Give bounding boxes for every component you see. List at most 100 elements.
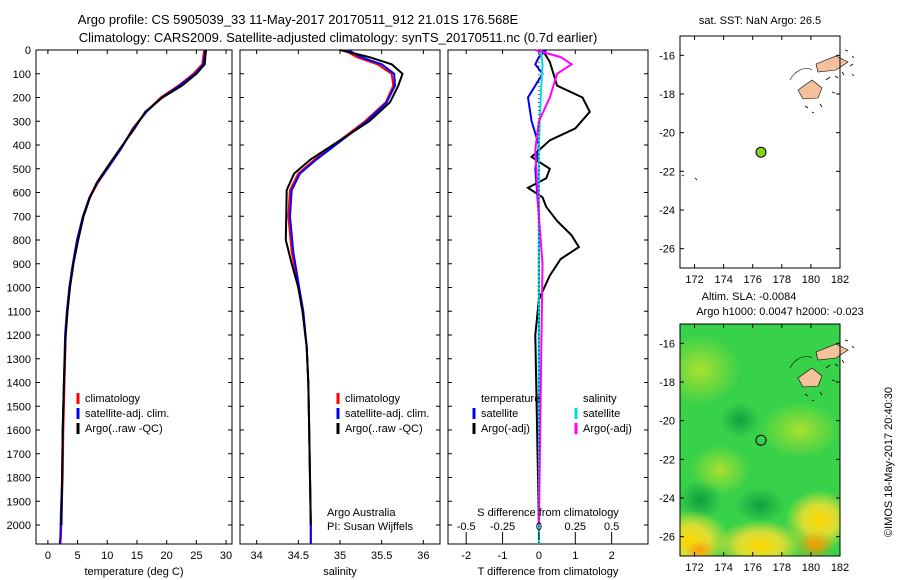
x-tick-label: 1 (572, 550, 578, 562)
fiji-islands-map1 (681, 49, 855, 181)
x-tick-label: 10 (101, 550, 113, 562)
map2-subtitle: Argo h1000: 0.0047 h2000: -0.023 (696, 306, 864, 318)
top-tick-label: 0.25 (565, 521, 586, 533)
y-tick-label: -20 (659, 416, 675, 428)
series-line-1 (526, 49, 591, 526)
x-tick-label: 15 (131, 550, 143, 562)
legend-entry: salinity (583, 393, 617, 405)
x-tick-label: 178 (773, 274, 791, 286)
legend-entry: satellite-adj. clim. (345, 408, 429, 420)
y-tick-label: -16 (659, 338, 675, 350)
x-tick-label: 36 (417, 550, 429, 562)
x-tick-label: 178 (773, 562, 791, 574)
x-tick-label: 0 (45, 550, 51, 562)
y-tick-label: -18 (659, 377, 675, 389)
y-tick-label: 1900 (7, 496, 31, 508)
x-tick-label: 34.5 (288, 550, 309, 562)
legend-entry: temperature (481, 393, 540, 405)
legend-entry: climatology (345, 393, 401, 405)
top-tick-label: 0.5 (604, 521, 619, 533)
y-tick-label: -24 (659, 205, 675, 217)
figure-title-line1: Argo profile: CS 5905039_33 11-May-2017 … (78, 12, 519, 27)
profile-panel-0: 0 5 10 15 20 25 30 temperature (deg C) 0 100 200 30… (7, 45, 233, 578)
x-tick-label: 174 (714, 562, 732, 574)
y-tick-label: -24 (659, 493, 675, 505)
y-tick-label: -16 (659, 50, 675, 62)
x-tick-label: 174 (714, 274, 732, 286)
series-line-0 (287, 49, 395, 544)
y-tick-label: -26 (659, 244, 675, 256)
y-tick-label: -22 (659, 166, 675, 178)
y-tick-label: 400 (13, 140, 31, 152)
map-frame (679, 35, 841, 269)
y-tick-label: 1300 (7, 354, 31, 366)
legend-entry: satellite (583, 408, 620, 420)
x-tick-label: 180 (802, 274, 820, 286)
series-line-1 (288, 49, 397, 544)
legend-entry: Argo(..raw -QC) (85, 423, 163, 435)
x-axis-label: T difference from climatology (478, 566, 619, 578)
legend-entry: Argo(-adj) (583, 423, 632, 435)
x-tick-label: 172 (685, 562, 703, 574)
top-tick-label: -0.5 (457, 521, 476, 533)
x-tick-label: 176 (744, 274, 762, 286)
map2-title: Altim. SLA: -0.0084 (702, 291, 797, 303)
x-tick-label: 35.5 (371, 550, 392, 562)
x-tick-label: 20 (161, 550, 173, 562)
x-tick-label: 182 (831, 562, 849, 574)
y-tick-label: 100 (13, 69, 31, 81)
figure-title-line2: Climatology: CARS2009. Satellite-adjuste… (79, 30, 598, 45)
x-tick-label: 0 (536, 550, 542, 562)
x-tick-label: -1 (498, 550, 508, 562)
profile-panel-1: 34 34.5 35 35.5 36 salinity (239, 49, 441, 578)
legend-entry: Argo(..raw -QC) (345, 423, 423, 435)
top-tick-label: -0.25 (490, 521, 515, 533)
legend-entry: satellite (481, 408, 518, 420)
y-tick-label: 900 (13, 259, 31, 271)
y-tick-label: 1400 (7, 378, 31, 390)
top-axis-label: S difference from climatology (477, 507, 619, 519)
y-tick-label: 2000 (7, 520, 31, 532)
y-tick-label: -22 (659, 454, 675, 466)
x-tick-label: -2 (461, 550, 471, 562)
x-tick-label: 2 (609, 550, 615, 562)
y-tick-label: 700 (13, 211, 31, 223)
x-tick-label: 25 (190, 550, 202, 562)
y-tick-label: 600 (13, 188, 31, 200)
y-tick-label: 1100 (7, 306, 31, 318)
y-tick-label: 1800 (7, 473, 31, 485)
x-tick-label: 30 (220, 550, 232, 562)
series-line-2 (284, 49, 404, 526)
y-tick-label: -26 (659, 532, 675, 544)
legend-entry: climatology (85, 393, 141, 405)
plot-frame (447, 49, 649, 545)
series-line-2 (60, 49, 207, 526)
series-line-1 (58, 49, 207, 545)
y-tick-label: 1200 (7, 330, 31, 342)
series-line-3 (534, 49, 574, 526)
annotation-pi: PI: Susan Wijffels (327, 521, 413, 533)
imos-timestamp: ©IMOS 18-May-2017 20:40:30 (883, 387, 895, 537)
legend-entry: Argo(-adj) (481, 423, 530, 435)
annotation-argo-australia: Argo Australia (327, 507, 396, 519)
y-tick-label: 1700 (7, 449, 31, 461)
x-tick-label: 5 (75, 550, 81, 562)
x-tick-label: 172 (685, 274, 703, 286)
y-tick-label: 1000 (7, 283, 31, 295)
argo-position-marker (755, 434, 767, 446)
x-axis-label: salinity (323, 566, 357, 578)
y-tick-label: 0 (25, 45, 31, 57)
y-tick-label: 1600 (7, 425, 31, 437)
y-tick-label: 200 (13, 93, 31, 105)
top-tick-label: 0 (536, 521, 542, 533)
x-tick-label: 35 (334, 550, 346, 562)
x-tick-label: 176 (744, 562, 762, 574)
legend-entry: satellite-adj. clim. (85, 408, 169, 420)
y-tick-label: -20 (659, 128, 675, 140)
sla-heatmap (680, 324, 840, 556)
map1-title: sat. SST: NaN Argo: 26.5 (699, 15, 821, 27)
map-panel-4: 172 174 176 178 180 182 -16 -18 -20 -22 -24 -26 (659, 323, 849, 574)
map-frame (679, 323, 841, 557)
x-tick-label: 180 (802, 562, 820, 574)
